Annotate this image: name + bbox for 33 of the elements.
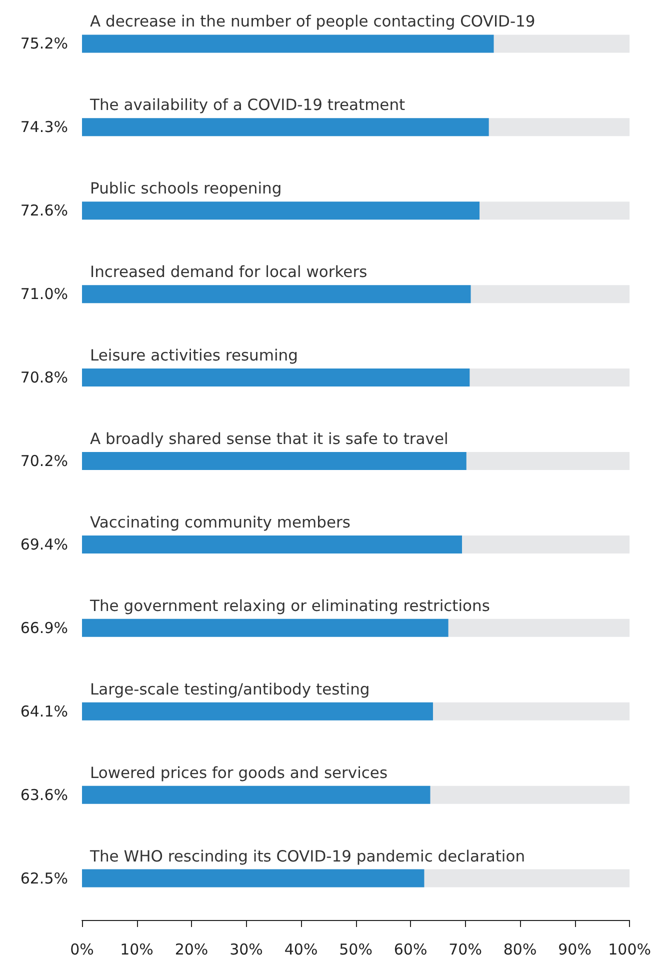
y-tick-label: A decrease in the number of people contacting COVID-19 <box>90 12 536 31</box>
data-label: 63.6% <box>20 786 68 804</box>
x-tick-label: 70% <box>448 940 482 958</box>
data-label: 64.1% <box>20 702 68 720</box>
x-tick-label: 60% <box>394 940 428 958</box>
x-tick-label: 10% <box>120 940 154 958</box>
x-tick-label: 80% <box>503 940 537 958</box>
data-label: 66.9% <box>20 618 68 637</box>
x-tick-label: 30% <box>230 940 263 958</box>
y-tick-label: A broadly shared sense that it is safe to travel <box>90 430 448 448</box>
x-tick-label: 50% <box>339 940 372 958</box>
y-tick-label: Large-scale testing/antibody testing <box>90 680 370 698</box>
x-tick-label: 40% <box>284 940 318 958</box>
x-tick-label: 100% <box>608 940 652 958</box>
y-tick-label: The WHO rescinding its COVID-19 pandemic declaration <box>89 847 526 866</box>
y-tick-label: Leisure activities resuming <box>90 346 298 365</box>
y-tick-label: Public schools reopening <box>90 180 282 198</box>
data-label: 62.5% <box>20 869 68 888</box>
data-label: 71.0% <box>20 285 68 304</box>
data-label: 74.3% <box>20 118 68 136</box>
x-tick-label: 0% <box>70 940 94 958</box>
data-label: 70.8% <box>20 368 68 387</box>
data-label: 75.2% <box>20 34 68 53</box>
y-tick-label: Lowered prices for goods and services <box>90 764 388 782</box>
data-label: 70.2% <box>20 452 68 470</box>
y-tick-label: Vaccinating community members <box>90 513 350 532</box>
data-label: 72.6% <box>20 202 68 220</box>
data-label: 69.4% <box>20 535 68 554</box>
x-tick-label: 90% <box>558 940 592 958</box>
y-tick-label: Increased demand for local workers <box>90 263 368 282</box>
y-tick-label: The availability of a COVID-19 treatment <box>89 96 406 114</box>
y-tick-label: The government relaxing or eliminating restrictions <box>89 596 490 615</box>
x-tick-label: 20% <box>174 940 208 958</box>
